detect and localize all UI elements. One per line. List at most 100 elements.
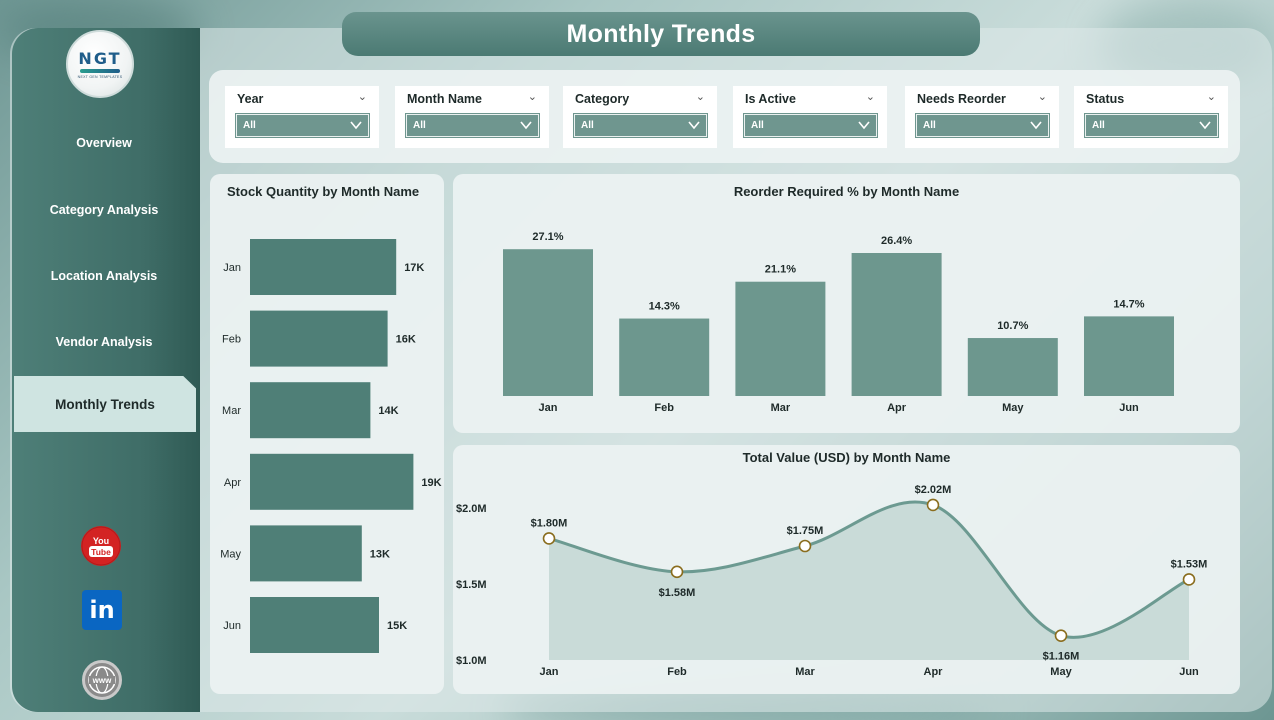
data-label: 19K bbox=[421, 477, 441, 489]
sidebar-item-label: Vendor Analysis bbox=[55, 335, 153, 349]
chevron-down-icon[interactable]: ⌄ bbox=[1206, 91, 1216, 103]
globe-icon: www bbox=[88, 666, 116, 694]
bar bbox=[851, 253, 942, 396]
data-label: 15K bbox=[387, 620, 407, 632]
dropdown-value: All bbox=[751, 120, 764, 131]
sidebar-item-label: Monthly Trends bbox=[55, 396, 155, 412]
x-tick-label: Feb bbox=[667, 666, 687, 678]
data-label: 27.1% bbox=[532, 231, 563, 243]
data-label: $1.80M bbox=[531, 517, 568, 529]
sidebar-item-monthly-trends[interactable]: Monthly Trends bbox=[14, 376, 196, 432]
linkedin-glyph: in bbox=[89, 596, 115, 624]
needs-reorder-dropdown[interactable]: All bbox=[915, 113, 1050, 138]
bar bbox=[250, 239, 397, 295]
data-label: 21.1% bbox=[765, 264, 796, 276]
data-label: $1.16M bbox=[1043, 651, 1080, 663]
slicer-status: Status ⌄ All bbox=[1074, 86, 1228, 148]
bar bbox=[250, 310, 388, 367]
category-dropdown[interactable]: All bbox=[573, 113, 708, 138]
total-value-chart: $2.0M $1.5M $1.0M $1.80M Jan $1.58M Feb $1.75M M… bbox=[456, 484, 1208, 678]
slicer-year: Year ⌄ All bbox=[225, 86, 379, 148]
chevron-down-icon[interactable]: ⌄ bbox=[527, 91, 537, 103]
bar bbox=[250, 525, 362, 582]
slicer-title: Category bbox=[575, 92, 630, 106]
chevron-down-icon[interactable]: ⌄ bbox=[357, 91, 367, 103]
tick-label: Mar bbox=[771, 402, 791, 414]
website-icon[interactable]: www bbox=[82, 660, 122, 700]
dropdown-value: All bbox=[413, 120, 426, 131]
chevron-down-icon bbox=[688, 121, 700, 130]
slicer-is-active: Is Active ⌄ All bbox=[733, 86, 887, 148]
sidebar-item-category-analysis[interactable]: Category Analysis bbox=[12, 195, 196, 225]
dropdown-value: All bbox=[581, 120, 594, 131]
bar bbox=[967, 338, 1058, 396]
chevron-down-icon bbox=[520, 121, 532, 130]
sidebar-item-overview[interactable]: Overview bbox=[12, 128, 196, 158]
year-dropdown[interactable]: All bbox=[235, 113, 370, 138]
data-point bbox=[1054, 629, 1068, 642]
tick-label: Jan bbox=[539, 402, 558, 414]
tick-label: Mar bbox=[222, 405, 241, 417]
filter-panel: Year ⌄ All Month Name ⌄ All Category ⌄ A… bbox=[209, 70, 1240, 163]
data-label: 14.3% bbox=[649, 301, 680, 313]
linkedin-icon[interactable]: in bbox=[82, 590, 122, 630]
sidebar-item-vendor-analysis[interactable]: Vendor Analysis bbox=[12, 327, 196, 357]
chart-title: Reorder Required % by Month Name bbox=[733, 184, 960, 199]
chevron-down-icon bbox=[1199, 121, 1211, 130]
sidebar-item-label: Category Analysis bbox=[49, 203, 159, 217]
logo-subtitle: NEXT GEN TEMPLATES bbox=[77, 75, 123, 79]
data-label: $1.75M bbox=[787, 525, 824, 537]
data-point bbox=[542, 532, 556, 545]
page-title: Monthly Trends bbox=[342, 12, 980, 56]
stock-quantity-card: Stock Quantity by Month Name Jan 17K Feb 16… bbox=[210, 174, 444, 694]
tick-label: May bbox=[1002, 402, 1024, 414]
logo-mark: NGT bbox=[78, 49, 122, 68]
chevron-down-icon bbox=[350, 121, 362, 130]
x-tick-label: Jun bbox=[1179, 666, 1199, 678]
chart-title: Total Value (USD) by Month Name bbox=[742, 450, 951, 465]
dropdown-value: All bbox=[1092, 120, 1105, 131]
chevron-down-icon[interactable]: ⌄ bbox=[1037, 91, 1047, 103]
x-tick-label: Mar bbox=[795, 666, 815, 678]
x-tick-label: Jan bbox=[540, 666, 559, 678]
bar bbox=[735, 281, 826, 396]
data-point bbox=[798, 539, 812, 553]
data-label: 16K bbox=[396, 334, 416, 346]
svg-text:Tube: Tube bbox=[91, 547, 111, 557]
dropdown-value: All bbox=[923, 120, 936, 131]
logo: NGT NEXT GEN TEMPLATES bbox=[66, 30, 134, 98]
chevron-down-icon[interactable]: ⌄ bbox=[865, 91, 875, 103]
data-point bbox=[1182, 573, 1196, 586]
tick-label: Jun bbox=[1119, 402, 1139, 414]
data-point bbox=[670, 565, 684, 579]
tick-label: Feb bbox=[222, 334, 241, 346]
data-label: 14K bbox=[378, 405, 398, 417]
x-tick-label: Apr bbox=[924, 666, 944, 678]
slicer-title: Needs Reorder bbox=[917, 92, 1006, 106]
bar bbox=[503, 249, 593, 396]
sidebar-item-location-analysis[interactable]: Location Analysis bbox=[12, 261, 196, 291]
sidebar-item-label: Location Analysis bbox=[50, 269, 158, 283]
data-point bbox=[926, 498, 940, 512]
page-title-text: Monthly Trends bbox=[566, 19, 756, 48]
youtube-icon[interactable]: You Tube bbox=[81, 526, 121, 566]
y-tick-label: $2.0M bbox=[456, 503, 487, 515]
area-fill bbox=[549, 501, 1189, 660]
tick-label: Feb bbox=[654, 402, 674, 414]
data-label: $1.53M bbox=[1171, 558, 1208, 570]
chevron-down-icon bbox=[1030, 121, 1042, 130]
month-name-dropdown[interactable]: All bbox=[405, 113, 540, 138]
chevron-down-icon bbox=[858, 121, 870, 130]
data-label: 10.7% bbox=[997, 320, 1028, 332]
dropdown-value: All bbox=[243, 120, 256, 131]
status-dropdown[interactable]: All bbox=[1084, 113, 1219, 138]
y-tick-label: $1.0M bbox=[456, 655, 487, 667]
chevron-down-icon[interactable]: ⌄ bbox=[695, 91, 705, 103]
svg-text:You: You bbox=[93, 536, 109, 546]
is-active-dropdown[interactable]: All bbox=[743, 113, 878, 138]
slicer-month-name: Month Name ⌄ All bbox=[395, 86, 549, 148]
data-label: 14.7% bbox=[1113, 298, 1144, 310]
slicer-needs-reorder: Needs Reorder ⌄ All bbox=[905, 86, 1059, 148]
logo-swoosh bbox=[80, 69, 120, 73]
bar bbox=[250, 453, 414, 510]
